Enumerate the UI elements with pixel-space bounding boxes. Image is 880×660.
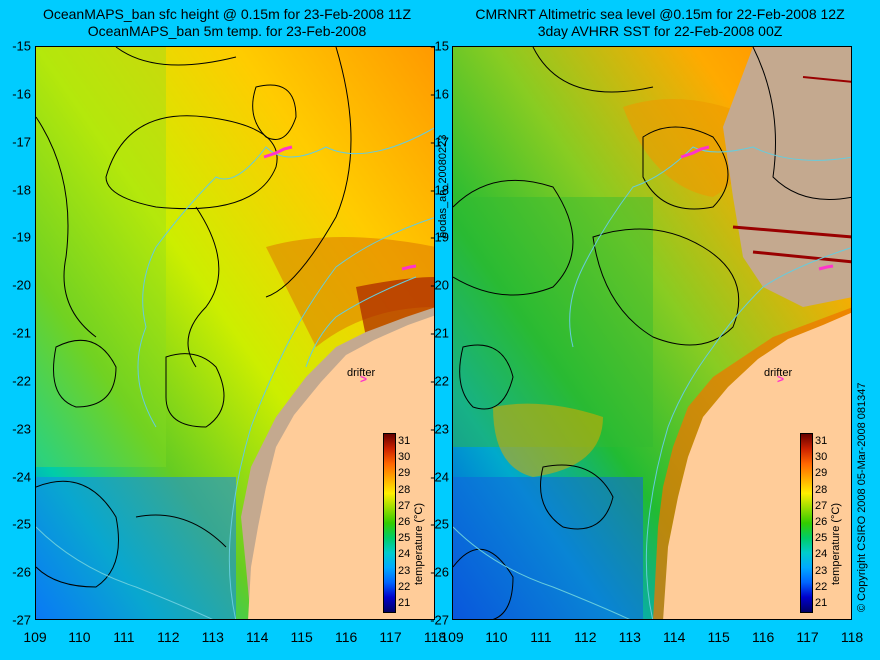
longitude-tick-label: 116: [751, 629, 775, 645]
right-title-line2: 3day AVHRR SST for 22-Feb-2008 00Z: [537, 23, 783, 39]
longitude-tick-label: 118: [840, 629, 864, 645]
colorbar-tick-label: 28: [398, 483, 411, 496]
longitude-tick-label: 110: [485, 629, 508, 645]
colorbar-left: [383, 433, 396, 613]
latitude-tick-label: -19: [430, 229, 449, 245]
colorbar-label-right: temperature (°C): [830, 502, 842, 585]
latitude-tick-label: -27: [12, 612, 31, 628]
longitude-tick-label: 115: [290, 629, 313, 645]
latitude-tick-label: -24: [430, 469, 449, 484]
colorbar-tick-label: 23: [398, 564, 411, 577]
latitude-tick-label: -22: [430, 373, 449, 389]
latitude-tick-label: -19: [12, 229, 31, 245]
longitude-tick-label: 117: [796, 629, 819, 645]
latitude-tick-label: -27: [430, 612, 449, 628]
colorbar-tick-label: 25: [398, 532, 411, 545]
left-title-line1: OceanMAPS_ban sfc height @ 0.15m for 23-…: [42, 6, 412, 22]
latitude-tick-label: -23: [430, 421, 449, 437]
longitude-tick-label: 113: [618, 629, 641, 645]
latitude-tick-label: -26: [430, 564, 449, 580]
copyright-label: © Copyright CSIRO 2008 05-Mar-2008 08134…: [856, 382, 868, 612]
longitude-tick-label: 117: [379, 629, 402, 645]
sst-contours: [36, 47, 352, 588]
latitude-tick-label: -26: [12, 564, 31, 580]
latitude-tick-label: -24: [12, 469, 31, 484]
longitude-tick-label: 109: [23, 629, 47, 645]
bathymetry-contours: [453, 146, 851, 619]
colorbar-tick-label: 22: [398, 580, 411, 593]
longitude-tick-label: 111: [113, 629, 135, 645]
colorbar-tick-label: 26: [398, 516, 411, 528]
colorbar-tick-label: 29: [398, 467, 411, 480]
latitude-tick-label: -23: [12, 421, 31, 437]
drifter-track-2: [818, 264, 834, 271]
colorbar-label-left: temperature (°C): [413, 502, 425, 585]
colorbar-tick-label: 25: [815, 532, 828, 545]
colorbar-tick-label: 27: [815, 499, 828, 512]
longitude-tick-label: 110: [68, 629, 91, 645]
sst-contours: [453, 47, 851, 619]
latitude-tick-label: -16: [430, 86, 449, 102]
latitude-tick-label: -21: [430, 325, 449, 341]
longitude-tick-label: 112: [574, 629, 597, 645]
longitude-tick-label: 114: [663, 629, 686, 645]
longitude-tick-label: 118: [423, 629, 447, 645]
latitude-tick-label: -17: [430, 134, 449, 150]
latitude-tick-label: -25: [12, 516, 31, 532]
colorbar-tick-label: 31: [815, 435, 828, 448]
latitude-tick-label: -16: [12, 86, 31, 102]
colorbar-tick-label: 21: [398, 596, 411, 609]
latitude-tick-label: -20: [430, 277, 449, 293]
right-title-line1: CMRNRT Altimetric sea level @0.15m for 2…: [475, 6, 845, 22]
drifter-marker-right: >: [777, 372, 785, 386]
drifter-marker-left: >: [360, 372, 368, 386]
right-panel-title: CMRNRT Altimetric sea level @0.15m for 2…: [445, 6, 875, 40]
latitude-tick-label: -17: [12, 134, 31, 150]
latitude-tick-label: -25: [430, 516, 449, 532]
drifter-track-2: [401, 264, 417, 271]
colorbar-tick-label: 30: [398, 451, 411, 464]
colorbar-right: [800, 433, 813, 613]
latitude-tick-label: -18: [12, 182, 31, 197]
colorbar-tick-label: 27: [398, 499, 411, 512]
colorbar-tick-label: 22: [815, 580, 828, 593]
longitude-tick-label: 111: [530, 629, 552, 645]
drifter-track-1: [680, 145, 710, 159]
drifter-label-right: drifter: [764, 367, 793, 379]
latitude-axis-left: -15 -16 -17 -18 -19 -20 -21 -22 -23 -24 -25 -26 -27: [0, 0, 31, 660]
analysis-id-label: bodas_an_20080223: [437, 134, 449, 238]
left-map-panel: [35, 46, 435, 620]
longitude-tick-label: 116: [334, 629, 358, 645]
colorbar-tick-label: 31: [398, 435, 411, 448]
longitude-tick-label: 114: [246, 629, 269, 645]
left-panel-title: OceanMAPS_ban sfc height @ 0.15m for 23-…: [12, 6, 442, 40]
latitude-tick-label: -15: [430, 38, 449, 54]
latitude-tick-label: -22: [12, 373, 31, 389]
colorbar-tick-label: 23: [815, 564, 828, 577]
right-map-panel: [452, 46, 852, 620]
latitude-axis-right: -15 -16 -17 -18 -19 -20 -21 -22 -23 -24 -25 -26 -27: [418, 0, 449, 660]
latitude-tick-label: -18: [430, 182, 449, 197]
colorbar-tick-label: 28: [815, 483, 828, 496]
colorbar-tick-label: 26: [815, 516, 828, 528]
left-map-svg: [36, 47, 434, 619]
colorbar-tick-label: 21: [815, 596, 828, 609]
colorbar-tick-label: 30: [815, 451, 828, 464]
latitude-tick-label: -21: [12, 325, 31, 341]
bathymetry-contours: [36, 127, 434, 619]
colorbar-tick-label: 24: [398, 548, 411, 561]
right-map-svg: [453, 47, 851, 619]
longitude-tick-label: 109: [440, 629, 464, 645]
longitude-tick-label: 115: [707, 629, 730, 645]
colorbar-tick-label: 24: [815, 548, 828, 561]
longitude-tick-label: 112: [157, 629, 180, 645]
latitude-tick-label: -20: [12, 277, 31, 293]
latitude-tick-label: -15: [12, 38, 31, 54]
no-data-cloud: [723, 47, 851, 307]
longitude-tick-label: 113: [201, 629, 224, 645]
colorbar-tick-label: 29: [815, 467, 828, 480]
left-title-line2: OceanMAPS_ban 5m temp. for 23-Feb-2008: [87, 23, 367, 39]
drifter-label-left: drifter: [347, 367, 376, 379]
drifter-track-1: [263, 145, 293, 159]
